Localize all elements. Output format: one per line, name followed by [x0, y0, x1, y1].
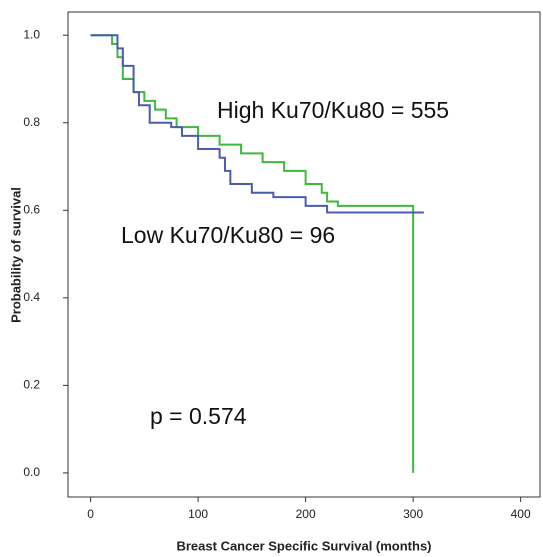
x-tick-label: 300 — [403, 507, 423, 521]
y-tick-label: 0.4 — [23, 290, 40, 304]
survival-curve — [90, 34, 424, 214]
annotation: High Ku70/Ku80 = 555 — [217, 97, 449, 123]
y-tick-label: 0.8 — [23, 115, 40, 129]
x-tick-label: 400 — [511, 507, 531, 521]
x-tick-label: 200 — [296, 507, 316, 521]
x-axis-title: Breast Cancer Specific Survival (months) — [176, 538, 431, 553]
plot-frame — [67, 11, 541, 498]
annotation: Low Ku70/Ku80 = 96 — [121, 222, 335, 248]
y-tick-label: 0.2 — [23, 378, 40, 392]
y-axis-title: Probability of survival — [8, 187, 23, 323]
annotation: p = 0.574 — [150, 403, 247, 429]
y-tick-label: 0.6 — [23, 202, 40, 216]
y-tick-label: 1.0 — [23, 27, 40, 41]
x-tick-label: 100 — [188, 507, 208, 521]
x-tick-label: 0 — [87, 507, 94, 521]
y-tick-label: 0.0 — [23, 465, 40, 479]
